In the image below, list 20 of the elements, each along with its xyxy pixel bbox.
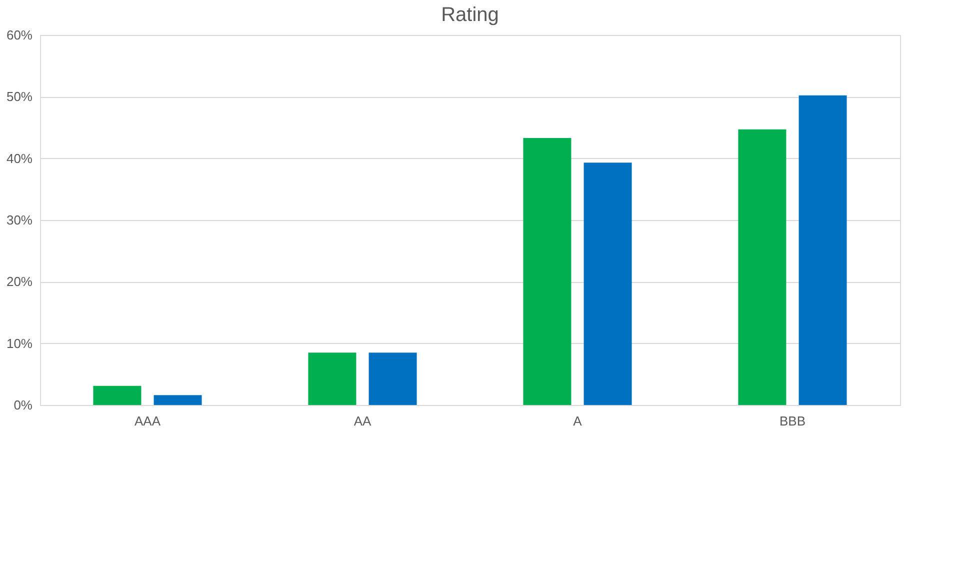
y-tick-label: 10% (6, 336, 33, 351)
bar (154, 395, 202, 405)
bar (798, 95, 847, 405)
y-tick-label: 20% (6, 274, 33, 290)
bar (738, 129, 786, 405)
bar (308, 352, 356, 405)
y-tick-label: 0% (14, 398, 33, 412)
bar (523, 138, 572, 405)
y-tick-label: 30% (6, 212, 33, 228)
x-tick-label: AA (354, 414, 372, 428)
y-tick-label: 40% (6, 150, 33, 166)
bar (368, 352, 417, 405)
bar (584, 162, 632, 405)
chart-title: Rating (441, 4, 499, 26)
x-tick-label: BBB (779, 414, 806, 428)
x-tick-label: AAA (134, 414, 161, 428)
bar (93, 386, 142, 405)
y-tick-label: 50% (6, 89, 33, 104)
y-tick-label: 60% (6, 28, 33, 42)
x-tick-label: A (573, 414, 582, 428)
